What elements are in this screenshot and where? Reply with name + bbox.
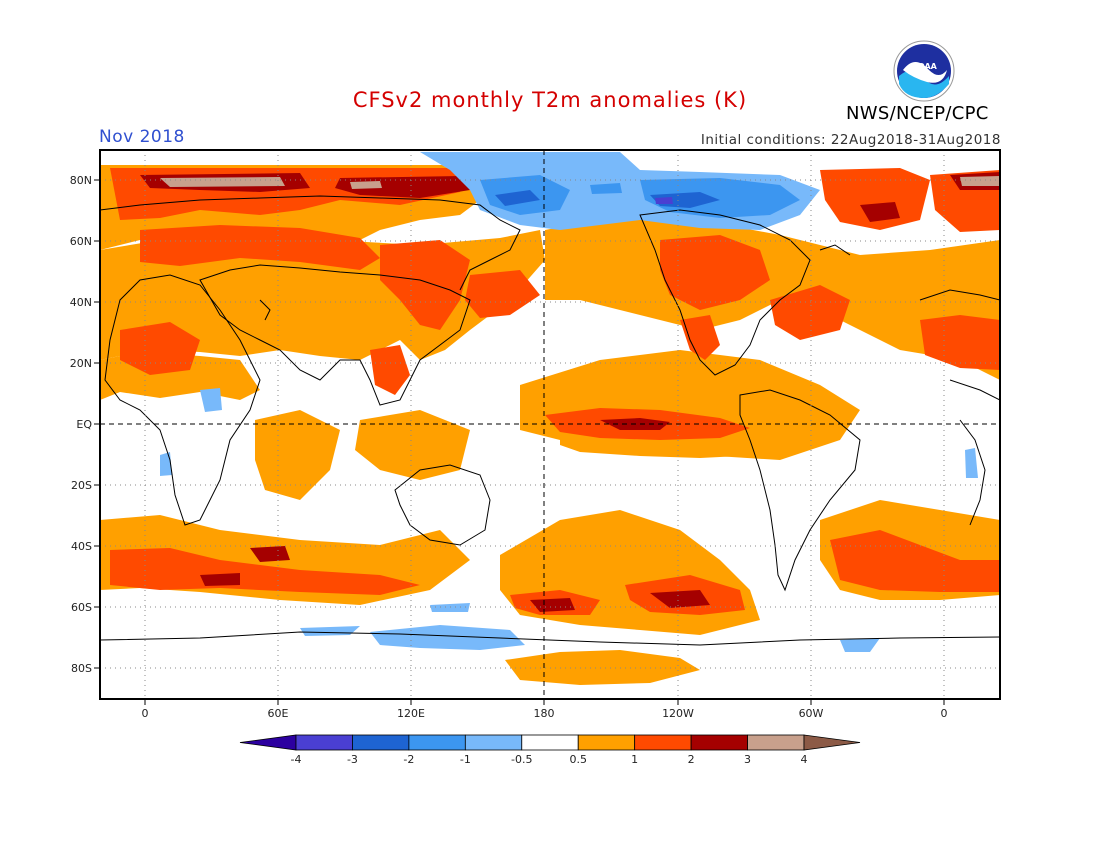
logo-text: NOAA xyxy=(911,62,937,71)
forecast-month: Nov 2018 xyxy=(99,127,185,147)
colorbar-segment xyxy=(577,734,636,751)
anomaly-cool-2 xyxy=(480,175,800,218)
colorbar-segment xyxy=(747,734,805,751)
lon-label: 120E xyxy=(397,707,425,720)
lat-label: 60N xyxy=(70,235,92,248)
colorbar-segment xyxy=(634,734,692,751)
lon-label: 60W xyxy=(799,707,824,720)
agency-label: NWS/NCEP/CPC xyxy=(846,103,989,124)
coastlines xyxy=(100,195,1000,646)
colorbar-label: 4 xyxy=(801,753,808,766)
colorbar-label: 2 xyxy=(688,753,695,766)
lat-label: 80N xyxy=(70,174,92,187)
colorbar-segment xyxy=(352,734,410,751)
latitude-labels: 80N 60N 40N 20N EQ 20S 40S 60S 80S xyxy=(70,174,93,675)
lon-label: 120W xyxy=(662,707,694,720)
anomaly-field xyxy=(100,152,1000,685)
colorbar-segment xyxy=(295,734,353,751)
lat-label: 20S xyxy=(71,479,92,492)
lon-label: 0 xyxy=(142,707,149,720)
anomaly-cool-4 xyxy=(655,197,673,204)
longitude-labels: 0 60E 120E 180 120W 60W 0 xyxy=(142,707,948,720)
reference-lines xyxy=(100,150,1000,699)
colorbar-label: -2 xyxy=(403,753,414,766)
lat-label: 80S xyxy=(71,662,92,675)
colorbar-segment xyxy=(239,734,297,751)
colorbar-label: -3 xyxy=(347,753,358,766)
map-title: CFSv2 monthly T2m anomalies (K) xyxy=(352,88,748,112)
lat-label: 40S xyxy=(71,540,92,553)
lat-label: 20N xyxy=(70,357,92,370)
lon-label: 180 xyxy=(534,707,555,720)
colorbar-label: -4 xyxy=(291,753,302,766)
colorbar-label: -0.5 xyxy=(511,753,532,766)
lon-label: 60E xyxy=(268,707,289,720)
colorbar-segment xyxy=(803,734,861,751)
gridlines xyxy=(100,150,1000,699)
colorbar-segment xyxy=(408,734,466,751)
noaa-logo-icon: NOAA xyxy=(893,40,955,102)
colorbar-label: -1 xyxy=(460,753,471,766)
colorbar-segment xyxy=(464,734,523,751)
lat-label: 60S xyxy=(71,601,92,614)
initial-conditions: Initial conditions: 22Aug2018-31Aug2018 xyxy=(700,132,1001,148)
anomaly-warm-4 xyxy=(160,176,1000,189)
tick-marks xyxy=(94,179,945,705)
colorbar: -4 -3 -2 -1 -0.5 0.5 1 2 3 4 xyxy=(239,734,861,766)
colorbar-label: 3 xyxy=(744,753,751,766)
lat-label: 40N xyxy=(70,296,92,309)
colorbar-segment xyxy=(690,734,748,751)
lat-label: EQ xyxy=(76,418,92,431)
colorbar-label: 0.5 xyxy=(569,753,587,766)
colorbar-label: 1 xyxy=(631,753,638,766)
colorbar-segment xyxy=(521,734,579,751)
lon-label: 0 xyxy=(941,707,948,720)
